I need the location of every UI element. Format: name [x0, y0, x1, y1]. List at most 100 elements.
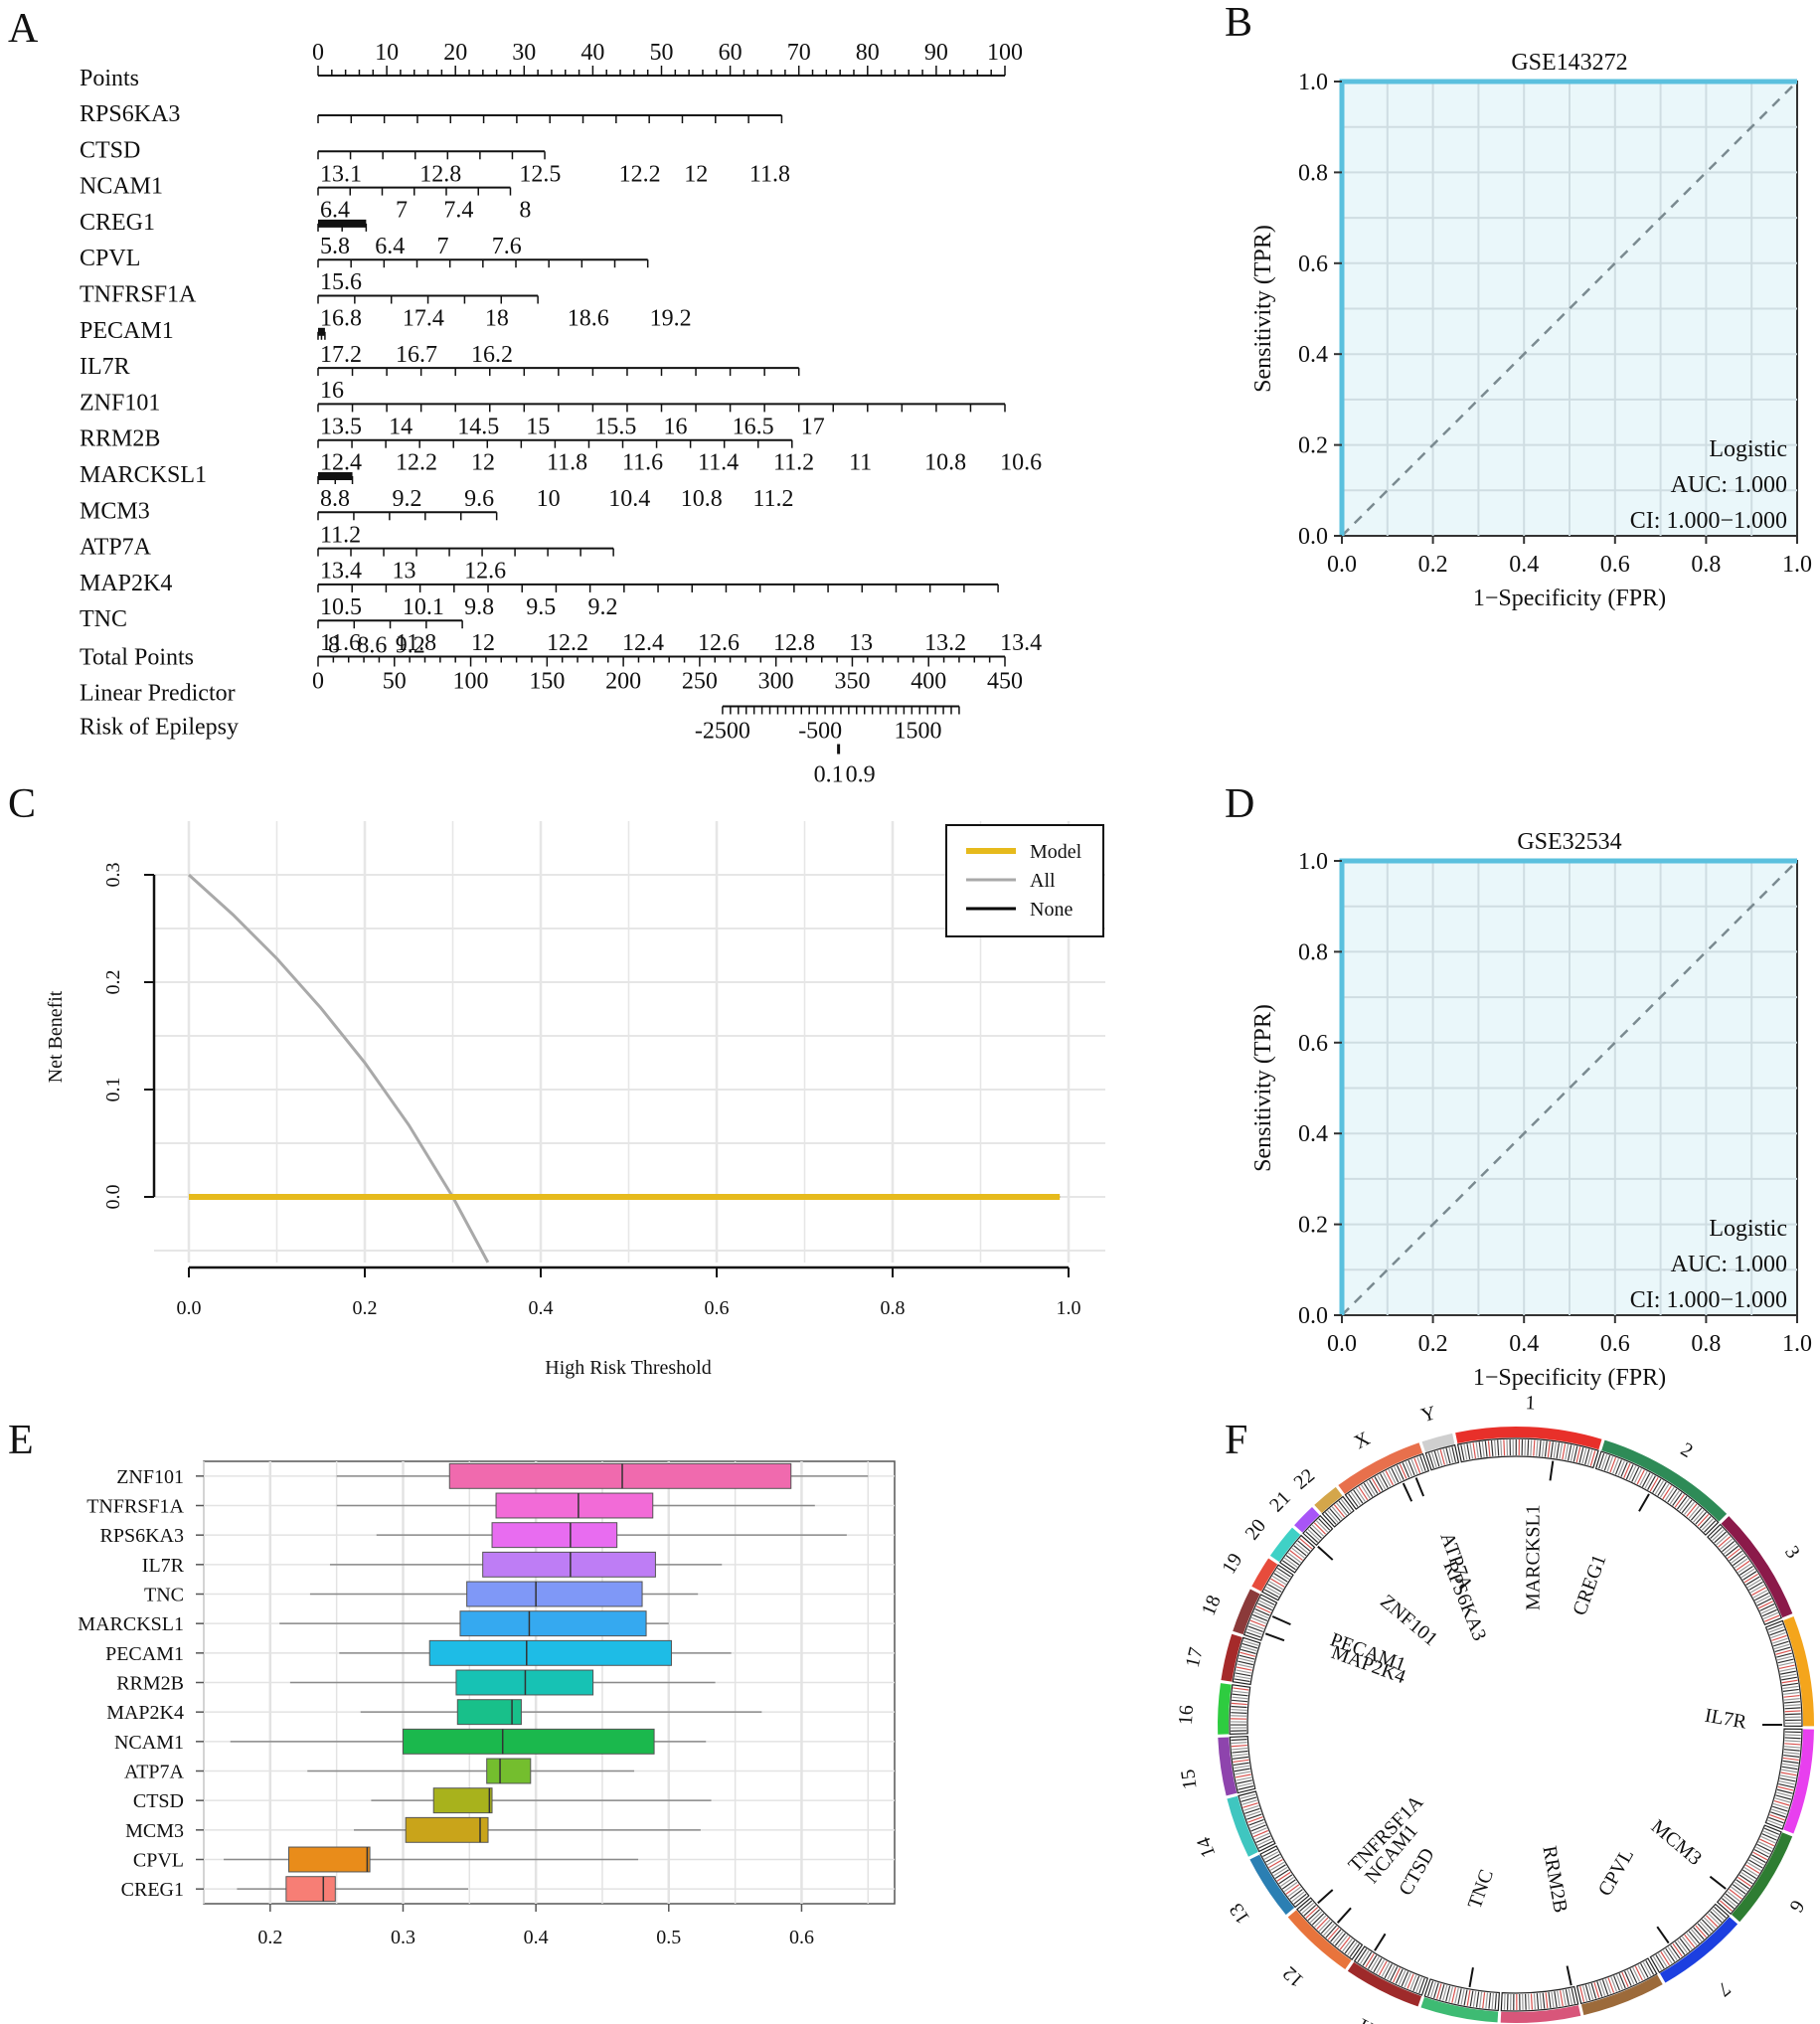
cytoband-stripe [1234, 1768, 1250, 1772]
cytoband-stripe [1774, 1646, 1791, 1653]
nomogram-row-tick-label: 12.6 [464, 559, 506, 585]
cytoband-stripe [1244, 1807, 1260, 1814]
nomogram-row-tick-label: 6.4 [320, 198, 350, 224]
nomogram-row-tick-label: 18 [485, 306, 509, 332]
cytoband-stripe [1392, 1967, 1401, 1983]
cytoband-stripe [1233, 1762, 1249, 1767]
nomogram-row-tick-label: 10.8 [924, 450, 966, 476]
gene-connector [1468, 1967, 1474, 1988]
cytoband-stripe [1348, 1493, 1359, 1507]
cytoband-stripe [1620, 1461, 1628, 1477]
cytoband-stripe [1782, 1757, 1799, 1762]
chromosome-label: 17 [1182, 1645, 1208, 1669]
nomogram-row-tick-label: 12.8 [773, 630, 815, 656]
cytoband-stripe [1416, 1456, 1423, 1472]
cytoband-stripe [1235, 1672, 1251, 1677]
cytoband-stripe [1607, 1977, 1615, 1993]
box-category-label: TNC [144, 1585, 184, 1606]
dca-x-tick-label: 0.8 [881, 1297, 906, 1319]
cytoband-stripe [1254, 1608, 1270, 1616]
cytoband-stripe [1780, 1771, 1797, 1776]
cytoband-stripe [1427, 1980, 1434, 1997]
cytoband-stripe [1249, 1619, 1265, 1627]
cytoband-stripe [1781, 1679, 1798, 1684]
cytoband-stripe [1391, 1467, 1400, 1483]
cytoband-stripe [1780, 1670, 1797, 1675]
cytoband-stripe [1246, 1813, 1262, 1820]
cytoband-stripe [1263, 1851, 1279, 1860]
chromosome-label: 12 [1278, 1961, 1308, 1991]
cytoband-stripe [1714, 1906, 1727, 1919]
cytoband-stripe [1278, 1874, 1293, 1885]
roc-x-tick-label: 0.6 [1600, 552, 1630, 578]
cytoband-stripe [1387, 1964, 1396, 1980]
cytoband-stripe [1237, 1663, 1253, 1669]
cytoband-stripe [1366, 1481, 1376, 1496]
cytoband-stripe [1690, 1929, 1703, 1942]
roc-annotation: Logistic [1709, 436, 1787, 462]
box-rect [482, 1551, 656, 1578]
cytoband-stripe [1581, 1985, 1588, 2002]
cytoband-stripe [1299, 1538, 1313, 1550]
nomogram-row-tick-label: 11.6 [622, 450, 663, 476]
cytoband-stripe [1767, 1819, 1783, 1827]
chromosome-label: 20 [1241, 1515, 1270, 1544]
cytoband-stripe [1242, 1802, 1258, 1808]
cytoband-stripe [1764, 1614, 1780, 1622]
box-rect [402, 1728, 655, 1755]
panel-letter-f: F [1225, 1418, 1247, 1463]
cytoband-stripe [1784, 1710, 1801, 1713]
dca-legend-label: Model [1030, 841, 1082, 863]
cytoband-stripe [1565, 1989, 1570, 2006]
cytoband-stripe [1548, 1991, 1552, 2008]
box-category-label: NCAM1 [114, 1732, 184, 1754]
cytoband-stripe [1241, 1645, 1257, 1652]
gene-label: CPVL [1594, 1845, 1639, 1900]
cytoband-stripe [1503, 1993, 1506, 2010]
cytoband-stripe [1539, 1992, 1543, 2009]
cytoband-stripe [1752, 1590, 1768, 1599]
nomogram-points-tick-label: 80 [856, 40, 880, 66]
cytoband-stripe [1551, 1991, 1555, 2008]
cytoband-stripe [1721, 1898, 1735, 1910]
cytoband-stripe [1530, 1993, 1533, 2010]
box-category-label: MARCKSL1 [78, 1613, 184, 1635]
cytoband-stripe [1402, 1462, 1410, 1478]
cytoband-stripe [1606, 1455, 1614, 1472]
cytoband-stripe [1654, 1480, 1665, 1495]
gene-label: MARCKSL1 [1523, 1504, 1545, 1610]
cytoband-stripe [1688, 1931, 1700, 1944]
cytoband-stripe [1745, 1864, 1760, 1874]
gene-label: TNC [1464, 1867, 1498, 1912]
cytoband-stripe [1234, 1678, 1250, 1683]
cytoband-stripe [1736, 1560, 1750, 1571]
box-category-label: ATP7A [124, 1762, 185, 1783]
panel-letter-d: D [1225, 781, 1254, 827]
box-rect [495, 1492, 654, 1519]
cytoband-stripe [1485, 1992, 1489, 2009]
nomogram-total-upper-label: 8 [328, 633, 340, 659]
cytoband-stripe [1584, 1984, 1591, 2001]
cytoband-stripe [1617, 1460, 1625, 1476]
cytoband-stripe [1399, 1463, 1407, 1479]
cytoband-stripe [1710, 1527, 1723, 1539]
cytoband-stripe [1329, 1508, 1341, 1522]
chromosome-band [1218, 1737, 1238, 1796]
nomogram-points-tick-label: 100 [987, 40, 1023, 66]
box-rect [456, 1699, 522, 1726]
cytoband-stripe [1289, 1889, 1303, 1900]
cytoband-stripe [1556, 1442, 1561, 1459]
roc-title: GSE143272 [1511, 50, 1627, 76]
nomogram-row-label: TNC [80, 606, 127, 632]
cytoband-stripe [1710, 1911, 1723, 1924]
cytoband-stripe [1460, 1444, 1465, 1461]
cytoband-stripe [1291, 1547, 1305, 1559]
cytoband-stripe [1784, 1704, 1801, 1707]
cytoband-stripe [1494, 1439, 1497, 1456]
nomogram-row-tick-label: 7 [436, 234, 448, 259]
nomogram-row-tick-label: 12.8 [419, 161, 461, 187]
cytoband-stripe [1349, 1943, 1360, 1957]
cytoband-stripe [1600, 1453, 1608, 1470]
cytoband-stripe [1365, 1953, 1375, 1968]
